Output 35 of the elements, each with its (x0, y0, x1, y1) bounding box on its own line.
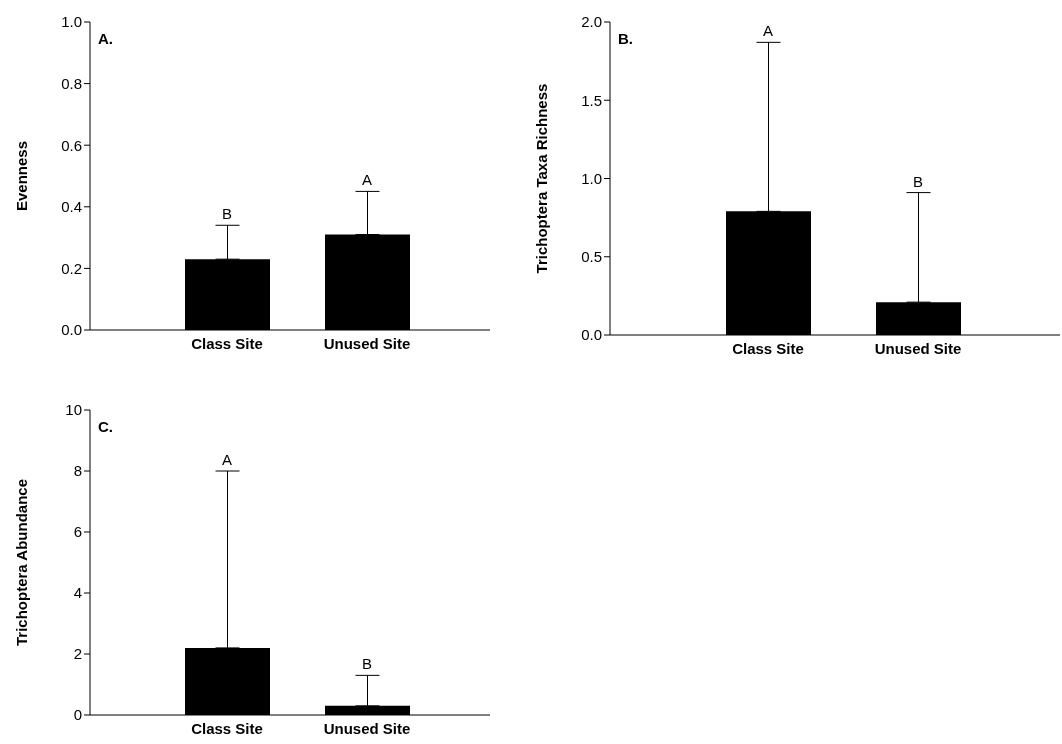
y-tick-label: 0.2 (61, 259, 82, 277)
y-tick-label: 4 (73, 584, 82, 602)
y-tick-label: 1.0 (581, 169, 602, 187)
y-tick-label: 0.4 (61, 198, 82, 216)
y-tick-label: 0 (73, 706, 82, 724)
annotation: B (221, 205, 233, 223)
y-tick-label: 10 (65, 401, 82, 419)
annotation: B (361, 655, 373, 673)
y-tick-label: 2.0 (581, 13, 602, 31)
annotation: B (912, 172, 924, 190)
y-tick-label: 6 (73, 523, 82, 541)
x-tick-label: Class Site (191, 719, 263, 737)
text: A. (98, 30, 113, 47)
y-tick-label: 1.0 (61, 13, 82, 31)
x-tick-label: Unused Site (323, 719, 411, 737)
y-tick-label: 0.5 (581, 248, 602, 266)
y-tick-label: 1.5 (581, 91, 602, 109)
y-axis-title: Evenness (13, 140, 31, 212)
y-tick-label: 2 (73, 645, 82, 663)
y-axis-title: Trichoptera Abundance (13, 479, 31, 646)
x-tick-label: Unused Site (874, 339, 962, 357)
x-tick-label: Class Site (732, 339, 804, 357)
x-tick-label: Unused Site (323, 334, 411, 352)
annotation: A (361, 171, 373, 189)
y-tick-label: 0.8 (61, 74, 82, 92)
y-tick-label: 0.6 (61, 136, 82, 154)
text: C. (98, 418, 113, 435)
y-tick-label: 8 (73, 462, 82, 480)
y-tick-label: 0.0 (61, 321, 82, 339)
x-tick-label: Class Site (191, 334, 263, 352)
annotation: A (762, 22, 774, 40)
y-axis-title: Trichoptera Taxa Richness (533, 83, 551, 274)
y-tick-label: 0.0 (581, 326, 602, 344)
text: B. (618, 30, 633, 47)
annotation: A (221, 451, 233, 468)
